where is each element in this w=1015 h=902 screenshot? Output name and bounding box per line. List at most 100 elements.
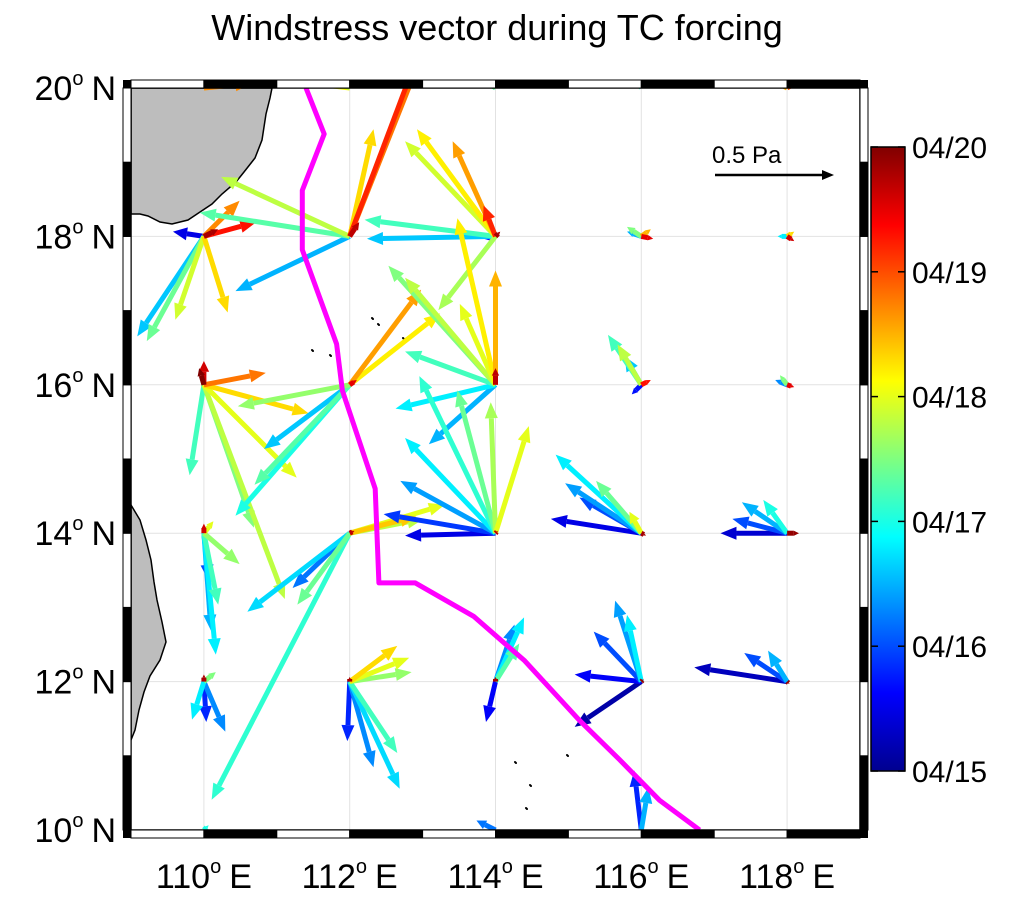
wind-arrow xyxy=(617,344,644,387)
hainan-island-land xyxy=(131,88,273,225)
tc-track xyxy=(299,88,702,830)
vector-site xyxy=(203,88,243,92)
wind-arrow-head xyxy=(197,368,205,377)
wind-arrow-head xyxy=(494,676,497,679)
wind-arrow-shaft xyxy=(201,680,222,718)
wind-arrow xyxy=(235,234,351,292)
wind-arrow xyxy=(203,382,309,416)
wind-arrow xyxy=(438,234,498,311)
wind-arrow xyxy=(383,510,496,536)
wind-arrow-shaft xyxy=(186,231,205,239)
wind-arrow-head xyxy=(452,141,466,159)
colorbar-tick-label: 04/18 xyxy=(912,382,987,415)
wind-arrow-shaft xyxy=(382,233,496,241)
frame-segment-left xyxy=(122,458,132,534)
wind-arrow-shaft xyxy=(253,382,351,406)
wind-arrow-shaft xyxy=(275,382,352,442)
frame-segment-bottom xyxy=(130,829,205,839)
y-tick-label: 18o N xyxy=(34,216,116,256)
tick-degree: 12 xyxy=(34,664,72,702)
wind-arrow-head xyxy=(205,825,209,829)
map-frame xyxy=(122,79,869,839)
tick-hemisphere: E xyxy=(375,858,398,896)
wind-arrow-head xyxy=(632,64,642,76)
wind-arrow-shaft xyxy=(348,653,386,684)
tick-degree: 18 xyxy=(34,218,72,256)
wind-arrow xyxy=(640,379,651,388)
wind-arrow xyxy=(190,680,207,720)
wind-arrow-head xyxy=(206,521,214,529)
wind-arrow-head xyxy=(362,750,376,768)
wind-arrow-head xyxy=(555,454,572,471)
wind-arrow-shaft xyxy=(566,518,642,536)
wind-arrow xyxy=(493,530,499,535)
tc-track-line xyxy=(299,88,702,830)
vector-site xyxy=(185,361,309,599)
tick-hemisphere: N xyxy=(91,218,116,256)
y-tick-label: 10o N xyxy=(34,810,116,850)
tick-hemisphere: E xyxy=(812,858,835,896)
wind-arrow-shaft xyxy=(178,235,207,306)
wind-arrow-head xyxy=(405,438,421,455)
wind-arrow-shaft xyxy=(639,678,645,684)
wind-arrow-shaft xyxy=(194,680,207,706)
wind-arrow xyxy=(174,235,207,320)
colorbar-tick-label: 04/16 xyxy=(912,631,987,664)
wind-arrow-head xyxy=(352,380,357,384)
frame-segment-bottom xyxy=(640,829,715,839)
wind-arrow xyxy=(254,383,352,485)
frame-segment-top xyxy=(130,79,205,89)
wind-arrow-shaft xyxy=(623,356,644,387)
wind-arrow xyxy=(237,382,351,410)
wind-arrow-head xyxy=(207,638,221,655)
wind-arrow xyxy=(202,383,297,478)
wind-arrow-head xyxy=(247,596,265,612)
wind-arrow-head xyxy=(400,480,418,495)
colorbar-tick-label: 04/20 xyxy=(912,132,987,165)
wind-arrow-shaft xyxy=(414,447,498,535)
tick-degree: 16 xyxy=(34,367,72,405)
wind-arrow-head xyxy=(198,705,212,723)
wind-arrow-shaft xyxy=(634,383,644,392)
wind-arrow-head xyxy=(146,323,161,342)
wind-arrow-head xyxy=(364,215,382,229)
vector-site xyxy=(694,650,791,685)
wind-arrow-head xyxy=(491,368,500,376)
tick-degree: 20 xyxy=(34,70,72,108)
wind-arrow-head xyxy=(459,303,473,322)
colorbar-ticks: 04/20 04/19 04/18 04/17 04/16 04/15 xyxy=(871,132,987,789)
wind-arrow-shaft xyxy=(458,233,498,386)
wind-arrow xyxy=(454,218,498,386)
tick-degree: 10 xyxy=(34,812,72,850)
wind-arrow-head xyxy=(211,782,225,800)
wind-arrow-head xyxy=(264,434,281,450)
wind-arrow-shaft xyxy=(439,382,498,436)
y-tick-label: 16o N xyxy=(34,365,116,405)
wind-arrow-head xyxy=(779,375,786,382)
wind-arrow-head xyxy=(574,669,592,683)
frame-segment-right xyxy=(859,532,869,608)
wind-arrow-head xyxy=(497,231,501,235)
wind-arrow-shaft xyxy=(486,218,498,238)
wind-arrow-shaft xyxy=(413,486,497,536)
frame-corner xyxy=(860,80,868,88)
vector-site xyxy=(476,820,497,830)
wind-arrow-shaft xyxy=(380,219,496,239)
wind-arrow-shaft xyxy=(459,405,498,534)
wind-arrow-head xyxy=(351,222,360,231)
tick-hemisphere: E xyxy=(229,858,252,896)
wind-arrow-head xyxy=(405,277,421,295)
frame-segment-right xyxy=(859,161,869,237)
tick-hemisphere: E xyxy=(521,858,544,896)
wind-arrow-shaft xyxy=(347,88,409,238)
frame-segment-top xyxy=(203,79,278,89)
wind-arrow-shaft xyxy=(493,530,499,535)
wind-arrow xyxy=(493,231,501,239)
wind-arrow-shaft xyxy=(215,212,351,239)
wind-arrow xyxy=(364,215,496,239)
wind-arrow xyxy=(297,531,352,605)
frame-segment-bottom xyxy=(276,829,351,839)
wind-arrow-head xyxy=(199,208,217,222)
wind-arrow-head xyxy=(720,526,737,540)
vector-site xyxy=(777,231,795,242)
